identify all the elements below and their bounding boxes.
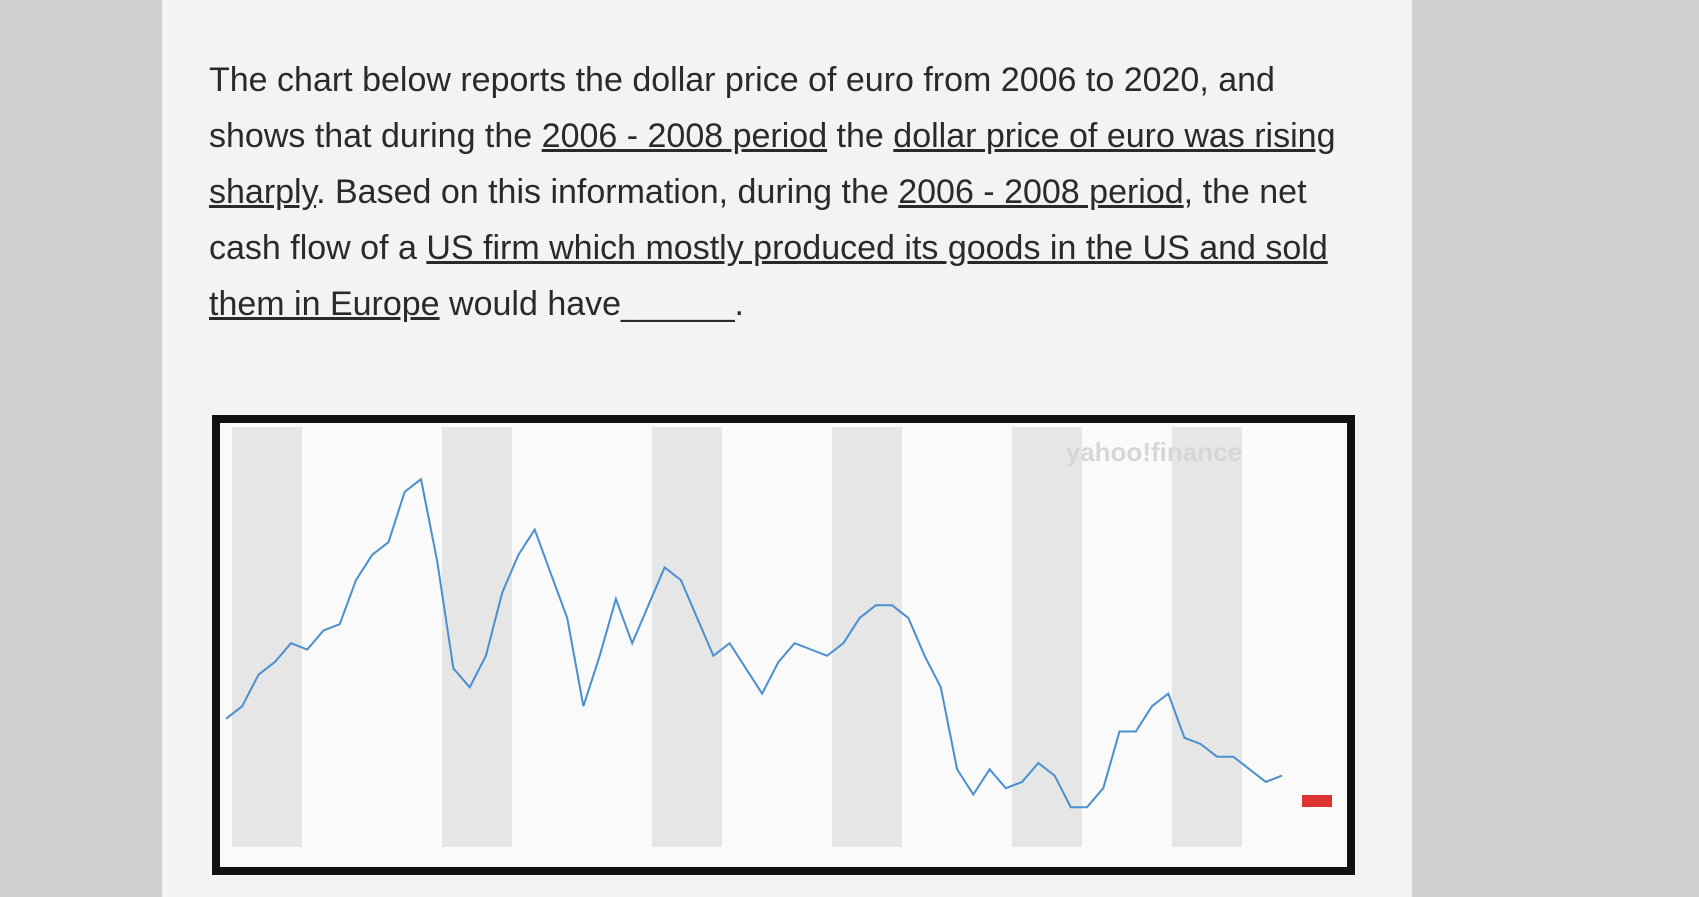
question-segment: 2006 - 2008 period [898, 173, 1184, 211]
chart-frame [212, 415, 1355, 875]
price-line [225, 477, 1283, 809]
chart: yahoo!finance [212, 415, 1355, 875]
question-text: The chart below reports the dollar price… [209, 52, 1379, 332]
question-segment: would have______. [439, 285, 744, 323]
question-segment: dollar price of euro was rising sharply [209, 117, 1336, 211]
question-segment: The chart below reports the dollar price… [209, 61, 1275, 155]
question-segment: , the net cash flow of a [209, 173, 1307, 267]
price-badge [1302, 795, 1332, 807]
question-segment: 2006 - 2008 period [541, 117, 828, 155]
question-segment: . Based on this information, during the [316, 173, 899, 211]
watermark: yahoo!finance [1066, 437, 1242, 467]
question-segment: US firm which mostly produced its goods … [209, 229, 1328, 323]
question-segment: the [827, 117, 894, 155]
grid-bands [232, 427, 1242, 847]
